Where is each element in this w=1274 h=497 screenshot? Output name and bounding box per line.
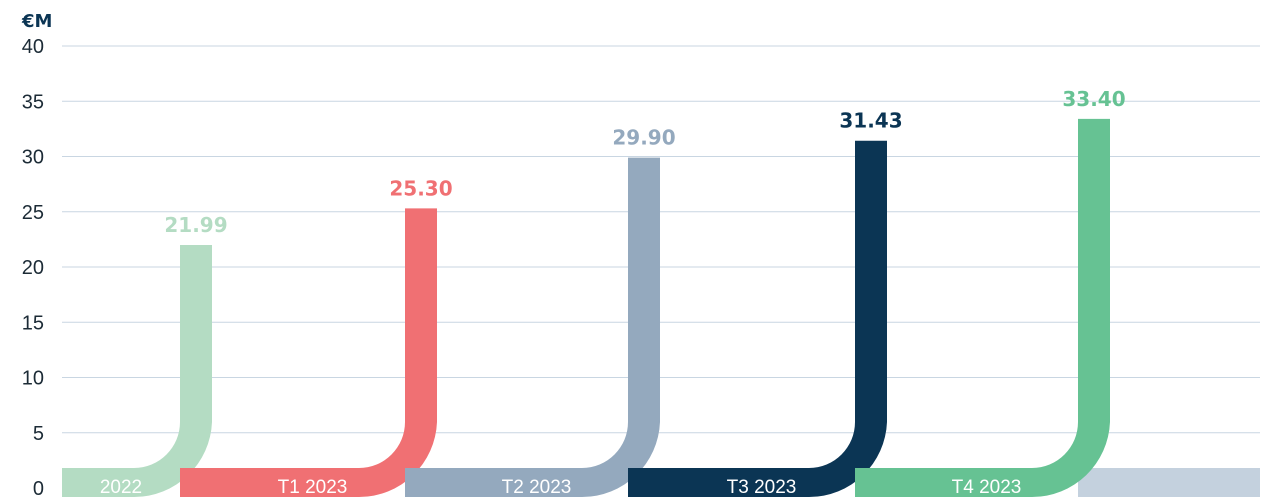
data-label: 31.43 bbox=[839, 109, 902, 133]
y-tick-label: 30 bbox=[22, 147, 44, 169]
bar bbox=[855, 118, 1110, 497]
bars bbox=[62, 118, 1110, 497]
y-axis: 0 5 10 15 20 25 30 35 40 bbox=[22, 36, 44, 497]
y-tick-label: 40 bbox=[22, 36, 44, 58]
y-tick-label: 5 bbox=[33, 423, 44, 445]
bar bbox=[628, 140, 887, 497]
data-label: 33.40 bbox=[1062, 87, 1125, 111]
y-tick-label: 35 bbox=[22, 91, 44, 113]
data-label: 29.90 bbox=[612, 126, 675, 150]
labels: 21.99 2022 25.30 T1 2023 29.90 T2 2023 31.43 T3… bbox=[100, 87, 1126, 497]
x-tick-label: T4 2023 bbox=[952, 477, 1022, 497]
x-tick-label: 2022 bbox=[100, 477, 142, 497]
bar bbox=[62, 245, 212, 497]
unit-label: €M bbox=[21, 11, 52, 32]
x-tick-label: T3 2023 bbox=[727, 477, 797, 497]
data-label: 21.99 bbox=[164, 213, 227, 237]
y-tick-label: 0 bbox=[33, 478, 44, 497]
grid-layer bbox=[62, 45, 1260, 434]
category-bands bbox=[1078, 468, 1260, 497]
y-tick-label: 20 bbox=[22, 257, 44, 279]
y-tick-label: 25 bbox=[22, 202, 44, 224]
y-tick-label: 15 bbox=[22, 312, 44, 334]
data-label: 25.30 bbox=[389, 176, 452, 200]
x-tick-label: T1 2023 bbox=[278, 477, 348, 497]
bar bbox=[180, 208, 437, 497]
trailing-band bbox=[1078, 468, 1260, 497]
y-tick-label: 10 bbox=[22, 368, 44, 390]
bar bbox=[405, 157, 660, 497]
x-tick-label: T2 2023 bbox=[502, 477, 572, 497]
